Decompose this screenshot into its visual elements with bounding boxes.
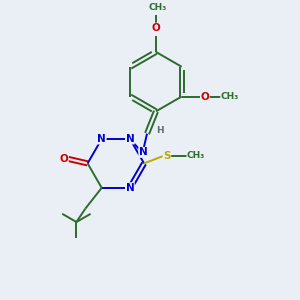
Text: N: N <box>126 183 134 193</box>
Text: H: H <box>157 126 164 135</box>
Text: CH₃: CH₃ <box>148 3 166 12</box>
Text: N: N <box>97 134 106 144</box>
Text: O: O <box>59 154 68 164</box>
Text: O: O <box>152 23 160 33</box>
Text: CH₃: CH₃ <box>221 92 239 101</box>
Text: CH₃: CH₃ <box>187 152 205 160</box>
Text: N: N <box>126 134 134 144</box>
Text: N: N <box>139 147 148 158</box>
Text: O: O <box>200 92 209 101</box>
Text: S: S <box>163 151 171 161</box>
